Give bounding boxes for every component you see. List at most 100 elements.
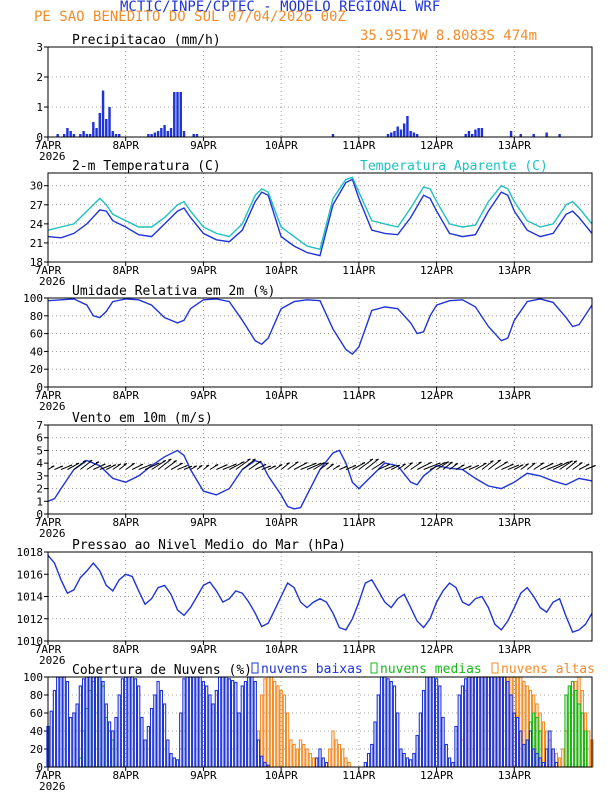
precip-bar (176, 92, 179, 137)
cloud-bar-nuvens-baixas (315, 757, 319, 768)
cloud-bar-nuvens-baixas (166, 739, 170, 768)
wind-arrow-head (112, 464, 117, 467)
cloud-bar-nuvens-altas (269, 676, 274, 768)
cloud-bar-nuvens-baixas (412, 752, 416, 768)
rh-panel: 0 20 40 60 80 100 7APR 8APR 9APR 10APR 11APR 12APR 1… (23, 284, 593, 413)
cloud-bar-nuvens-baixas (175, 759, 180, 768)
wind-arrow-head (445, 461, 449, 464)
temp-xtick-label: 12APR (420, 264, 453, 277)
precip-xtick-label: 12APR (420, 139, 453, 152)
precip-bar (163, 125, 166, 137)
rh-frame (47, 297, 593, 388)
wind-arrow-head (241, 461, 245, 464)
temp-xtick-label: 9APR (190, 264, 217, 277)
cloud-bar-nuvens-altas (272, 680, 277, 768)
clouds-xtick-label: 12APR (420, 769, 453, 782)
cloud-bar-nuvens-baixas (467, 676, 471, 768)
wind-arrow (157, 458, 172, 470)
wind-ytick-label: 7 (36, 419, 43, 432)
cloud-bar-nuvens-baixas (418, 712, 423, 768)
precip-title: Precipitacao (mm/h) (72, 33, 221, 48)
cloud-bar-nuvens-baixas (366, 752, 371, 768)
rh-ytick-label: 40 (30, 345, 43, 358)
wind-arrow-head (391, 465, 395, 468)
cloud-bar-nuvens-baixas (247, 676, 251, 768)
temp-xtick-label: 11APR (342, 264, 375, 277)
cloud-bar-nuvens-baixas (431, 676, 436, 768)
cloud-bar-nuvens-baixas (81, 678, 86, 768)
wind-arrow-head (497, 459, 501, 462)
clouds-ytick-label: 60 (30, 707, 43, 720)
cloud-bar-nuvens-baixas (256, 739, 261, 768)
wind-arrow-head (418, 461, 422, 464)
temp-series-line-1 (47, 176, 593, 251)
precip-xtick-label: 9APR (190, 139, 217, 152)
wind-arrow-head (569, 460, 573, 463)
temp-ytick-label: 27 (30, 199, 43, 212)
wind-arrow-head (102, 463, 106, 466)
pressure-ytick-label: 1014 (17, 591, 44, 604)
pressure-xtick-label: 9APR (190, 643, 217, 656)
cloud-bar-nuvens-baixas (185, 676, 189, 768)
rh-ytick-label: 20 (30, 363, 43, 376)
precip-bar (101, 90, 105, 137)
cloud-bar-nuvens-medias (567, 685, 572, 768)
precip-bar (464, 134, 467, 137)
precip-bar (72, 134, 76, 137)
rh-xtick-label: 10APR (265, 389, 298, 402)
pressure-xtick-label: 13APR (498, 643, 531, 656)
rh-ytick-label: 100 (23, 292, 43, 305)
wind-arrow-head (258, 460, 262, 463)
clouds-xtick-label: 10APR (265, 769, 298, 782)
precip-bar (396, 126, 399, 137)
wind-arrow (410, 461, 422, 470)
cloud-bar-nuvens-baixas (179, 712, 183, 768)
cloud-legend-label: nuvens altas (501, 662, 595, 677)
wind-arrow-head (252, 458, 256, 461)
wind-arrow-head (490, 460, 494, 463)
cloud-bar-nuvens-baixas (548, 730, 552, 768)
temp-frame (47, 172, 593, 263)
wind-arrow (125, 462, 135, 470)
wind-xtick-label: 11APR (342, 516, 375, 529)
temp-xtick-label: 8APR (112, 264, 139, 277)
pressure-xtick-label: 11APR (342, 643, 375, 656)
cloud-bar-nuvens-baixas (515, 716, 520, 768)
wind-arrow-head (247, 458, 251, 461)
precip-bar (82, 131, 85, 137)
cloud-bar-nuvens-altas (328, 748, 332, 768)
cloud-bar-nuvens-baixas (441, 716, 445, 768)
wind-arrow-head (267, 465, 271, 468)
wind-xtick-label: 8APR (112, 516, 139, 529)
cloud-legend-swatch (251, 662, 259, 674)
wind-arrow-head (573, 460, 578, 463)
wind-xtick-year: 2026 (39, 527, 66, 540)
wind-xtick-label: 7APR (35, 516, 62, 529)
rh-series-line-0 (47, 298, 593, 356)
wind-arrow (572, 462, 583, 470)
cloud-bar-nuvens-baixas (117, 694, 121, 768)
cloud-bar-nuvens-baixas (386, 678, 390, 768)
cloud-bar-nuvens-baixas (172, 757, 176, 768)
cloud-bar-nuvens-baixas (499, 676, 504, 768)
cloud-bar-nuvens-altas (334, 739, 338, 768)
cloud-bar-nuvens-baixas (376, 694, 380, 768)
rh-ytick-label: 0 (36, 381, 43, 394)
wind-arrow-head (162, 460, 166, 462)
wind-arrow-head (51, 465, 55, 468)
wind-arrow-head (330, 463, 334, 466)
cloud-bar-nuvens-baixas (502, 676, 507, 768)
cloud-bar-nuvens-baixas (204, 685, 209, 768)
wind-arrow-head (344, 465, 348, 468)
cloud-bar-nuvens-baixas (363, 761, 368, 768)
cloud-bar-nuvens-baixas (392, 685, 397, 768)
wind-arrow (319, 462, 329, 470)
pressure-ytick-label: 1012 (17, 613, 44, 626)
wind-arrow-head (565, 461, 569, 464)
clouds-frame (47, 676, 593, 768)
clouds-ytick-label: 0 (36, 761, 43, 774)
precip-bar (150, 134, 153, 137)
precip-bar (69, 131, 72, 137)
pressure-xtick-label: 12APR (420, 643, 453, 656)
wind-arrow-head (148, 463, 152, 466)
